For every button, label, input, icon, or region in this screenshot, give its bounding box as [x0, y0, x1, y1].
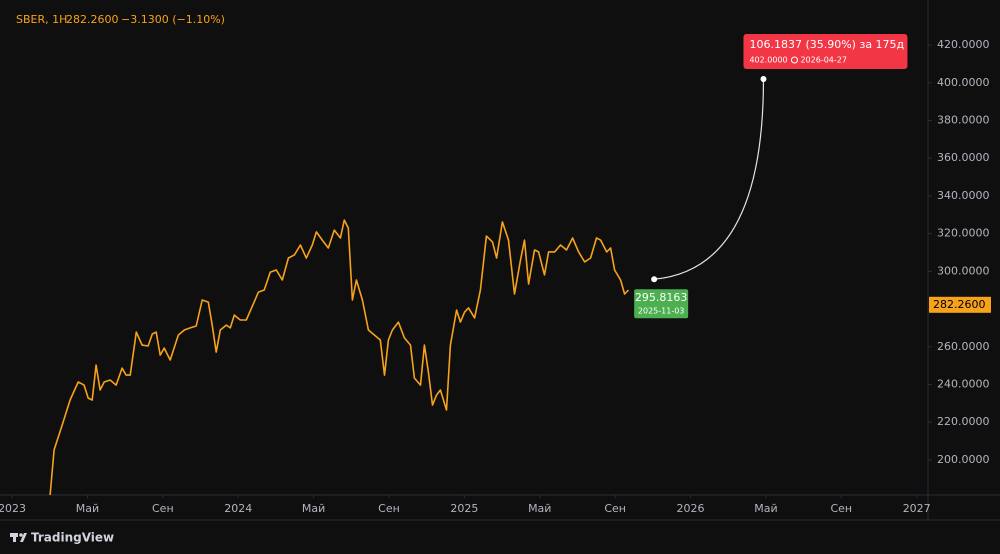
y-tick-label: 240.0000 — [937, 377, 990, 390]
x-tick-label: 2026 — [677, 502, 705, 515]
y-tick-label: 380.0000 — [937, 113, 990, 126]
price-line — [49, 219, 630, 495]
x-tick-label: Май — [754, 502, 777, 515]
x-tick-label: 2024 — [224, 502, 252, 515]
x-tick-label: 2025 — [450, 502, 478, 515]
y-tick-label: 300.0000 — [937, 264, 990, 277]
x-tick-label: Май — [76, 502, 99, 515]
x-tick-label: Сен — [830, 502, 852, 515]
y-tick-label: 360.0000 — [937, 151, 990, 164]
y-tick-label: 340.0000 — [937, 189, 990, 202]
start-label-date: 2025-11-03 — [638, 307, 685, 316]
brand-name: TradingView — [31, 531, 114, 545]
plot-area — [49, 219, 630, 495]
y-tick-label: 320.0000 — [937, 227, 990, 240]
last-price-box — [929, 296, 991, 313]
x-tick-label: Сен — [604, 502, 626, 515]
x-tick-label: Май — [528, 502, 551, 515]
y-tick-label: 420.0000 — [937, 38, 990, 51]
end-label-value: 402.0000 — [749, 56, 787, 65]
brand-logo — [10, 533, 27, 542]
x-tick-label: Сен — [378, 502, 400, 515]
x-tick-label: Сен — [152, 502, 174, 515]
end-label-date: 2026-04-27 — [800, 56, 847, 65]
x-tick-label: 2023 — [0, 502, 26, 515]
header-symbol: SBER, 1H — [16, 13, 67, 26]
header-price: 282.2600 — [66, 13, 119, 26]
start-label-box — [634, 289, 689, 319]
projection-curve — [654, 79, 765, 280]
y-tick-label: 200.0000 — [937, 453, 990, 466]
start-label-value: 295.8163 — [635, 291, 688, 304]
projection-start — [651, 276, 658, 283]
x-tick-label: 2027 — [903, 502, 931, 515]
last-price-label: 282.2600 — [933, 298, 986, 311]
end-label-box — [743, 34, 908, 70]
projection-end — [760, 76, 767, 83]
clock-icon — [790, 56, 798, 64]
y-tick-label: 260.0000 — [937, 340, 990, 353]
y-tick-label: 220.0000 — [937, 415, 990, 428]
x-tick-label: Май — [302, 502, 325, 515]
end-label-text: 106.1837 (35.90%) за 175д — [749, 38, 904, 51]
y-tick-label: 400.0000 — [937, 76, 990, 89]
header-change: −3.1300 (−1.10%) — [121, 13, 225, 26]
